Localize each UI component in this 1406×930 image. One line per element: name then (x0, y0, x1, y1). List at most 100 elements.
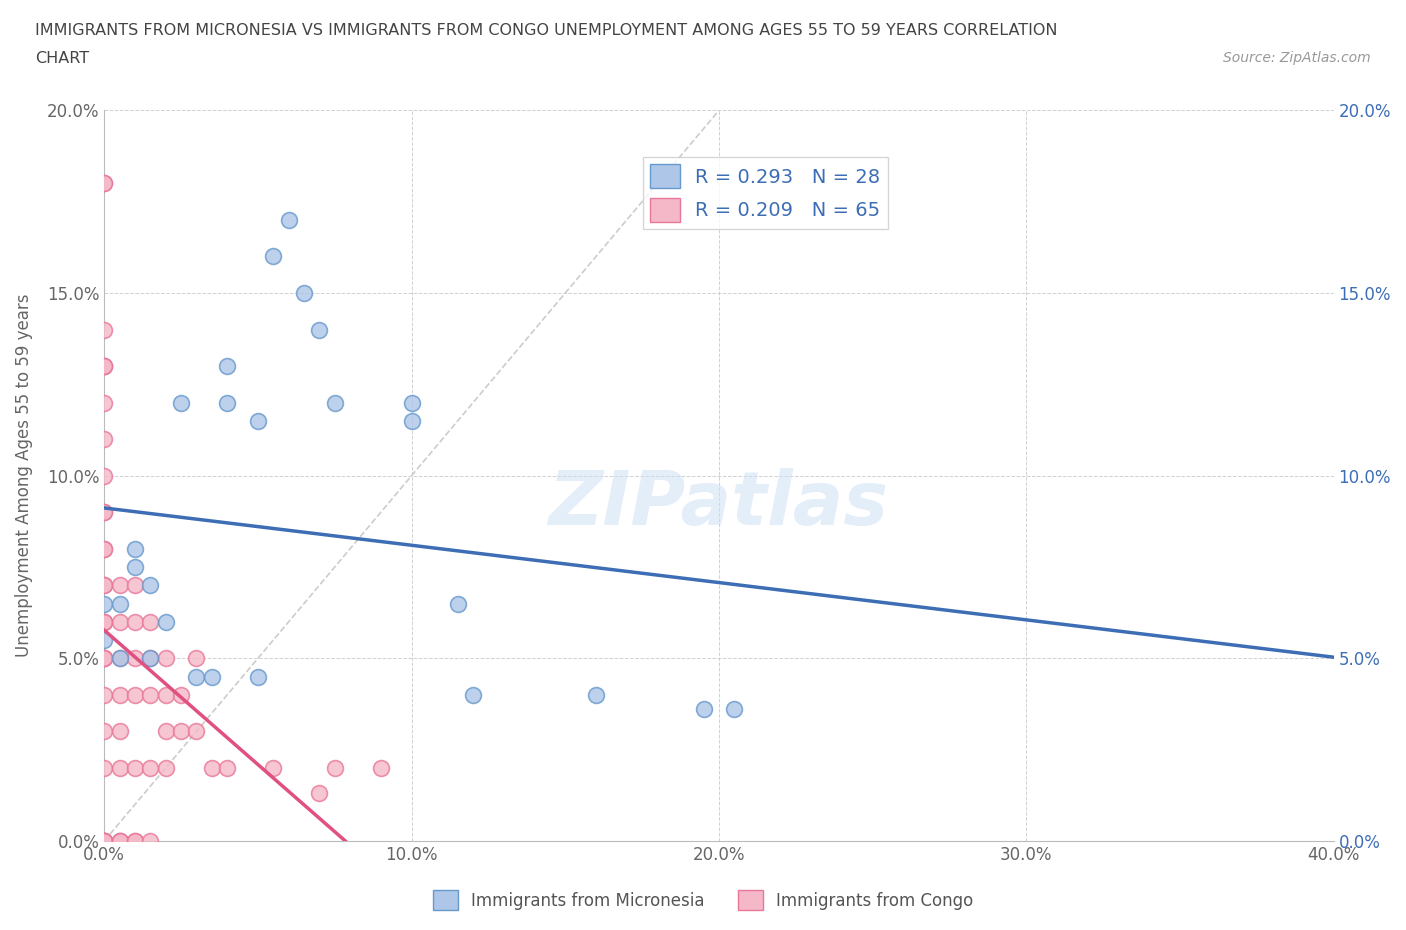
Point (692, 702, 714, 717)
Point (108, 833, 131, 848)
Point (124, 615, 146, 630)
Point (246, 670, 269, 684)
Point (93, 632, 115, 647)
Point (108, 833, 131, 848)
Point (93, 651, 115, 666)
Point (108, 578, 131, 592)
Point (93, 359, 115, 374)
Point (93, 833, 115, 848)
Point (108, 651, 131, 666)
Point (124, 578, 146, 592)
Point (217, 761, 239, 776)
Point (93, 615, 115, 630)
Point (262, 761, 284, 776)
Point (93, 578, 115, 592)
Point (139, 651, 162, 666)
Point (93, 833, 115, 848)
Point (93, 505, 115, 520)
Point (108, 833, 131, 848)
Point (124, 833, 146, 848)
Point (370, 761, 392, 776)
Legend: R = 0.293   N = 28, R = 0.209   N = 65: R = 0.293 N = 28, R = 0.209 N = 65 (643, 156, 889, 230)
Point (186, 724, 208, 738)
Point (461, 687, 484, 702)
Text: Source: ZipAtlas.com: Source: ZipAtlas.com (1223, 51, 1371, 65)
Point (186, 651, 208, 666)
Legend: Immigrants from Micronesia, Immigrants from Congo: Immigrants from Micronesia, Immigrants f… (426, 884, 980, 917)
Point (139, 833, 162, 848)
Point (323, 395, 346, 410)
Point (124, 560, 146, 575)
Text: IMMIGRANTS FROM MICRONESIA VS IMMIGRANTS FROM CONGO UNEMPLOYMENT AMONG AGES 55 T: IMMIGRANTS FROM MICRONESIA VS IMMIGRANTS… (35, 23, 1057, 38)
Point (108, 724, 131, 738)
Point (93, 596, 115, 611)
Point (93, 833, 115, 848)
Point (723, 702, 745, 717)
Point (93, 395, 115, 410)
Point (93, 176, 115, 191)
Point (201, 670, 224, 684)
Point (170, 687, 193, 702)
Point (93, 359, 115, 374)
Point (447, 596, 470, 611)
Point (124, 833, 146, 848)
Point (246, 414, 269, 429)
Point (155, 615, 177, 630)
Point (139, 578, 162, 592)
Point (201, 761, 224, 776)
Point (93, 615, 115, 630)
Point (139, 761, 162, 776)
Point (93, 322, 115, 337)
Point (93, 176, 115, 191)
Point (93, 615, 115, 630)
Point (93, 541, 115, 556)
Point (93, 541, 115, 556)
Point (262, 249, 284, 264)
Point (108, 687, 131, 702)
Point (93, 651, 115, 666)
Point (155, 724, 177, 738)
Point (139, 651, 162, 666)
Point (108, 596, 131, 611)
Point (217, 395, 239, 410)
Point (170, 395, 193, 410)
Point (93, 833, 115, 848)
Point (292, 286, 315, 300)
Point (170, 724, 193, 738)
Point (124, 687, 146, 702)
Y-axis label: Unemployment Among Ages 55 to 59 years: Unemployment Among Ages 55 to 59 years (15, 294, 32, 658)
Point (308, 786, 330, 801)
Point (108, 651, 131, 666)
Point (93, 833, 115, 848)
Point (186, 670, 208, 684)
Point (277, 213, 299, 228)
Point (93, 651, 115, 666)
Point (93, 432, 115, 446)
Text: ZIPatlas: ZIPatlas (548, 469, 889, 541)
Point (93, 359, 115, 374)
Point (323, 761, 346, 776)
Point (93, 578, 115, 592)
Point (585, 687, 607, 702)
Point (401, 414, 423, 429)
Point (124, 541, 146, 556)
Point (217, 359, 239, 374)
Point (93, 724, 115, 738)
Point (308, 322, 330, 337)
Point (139, 615, 162, 630)
Point (108, 761, 131, 776)
Point (155, 651, 177, 666)
Point (401, 395, 423, 410)
Point (93, 761, 115, 776)
Point (93, 468, 115, 483)
Point (139, 687, 162, 702)
Point (124, 761, 146, 776)
Point (155, 761, 177, 776)
Point (108, 615, 131, 630)
Point (155, 687, 177, 702)
Point (93, 833, 115, 848)
Point (93, 505, 115, 520)
Text: CHART: CHART (35, 51, 89, 66)
Point (93, 687, 115, 702)
Point (124, 651, 146, 666)
